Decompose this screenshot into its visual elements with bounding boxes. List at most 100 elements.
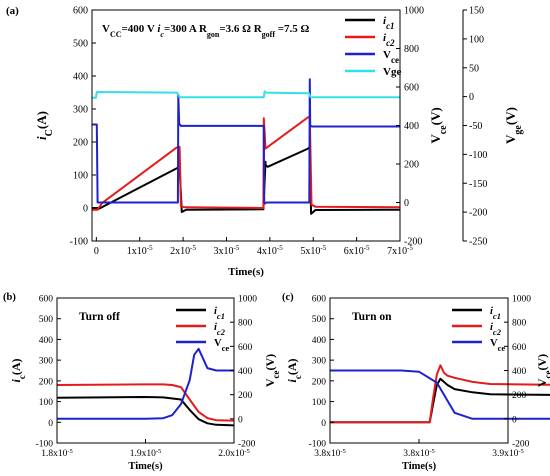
y-outer-tick-label: -100 [469,150,487,161]
legend-label: Vce [214,338,229,353]
y-right-tick-label: 800 [404,44,419,55]
annotation-part: CC [110,30,122,39]
y-right-tick-label: 400 [404,121,419,132]
annotation-part: gon [207,30,220,39]
series-line-Vge [92,90,400,99]
y-right-tick-label: 600 [512,343,527,353]
annotation-part: =300 A R [164,23,208,35]
x-tick-mantissa: 7x10 [387,246,407,257]
legend-sub: c2 [386,38,395,48]
legend-main: i [214,306,217,317]
legend-sub: c2 [217,327,226,337]
y-left-tick-label: 400 [73,72,88,83]
y-right-tick-label: 600 [404,83,419,94]
x-tick-mantissa: 5x10 [300,246,320,257]
y-left-axis-label-unit: (A) [9,358,23,375]
annotation-part: goff [262,30,276,39]
x-tick-label: 2.0x10-5 [218,448,250,460]
y-right-axis-label-sub: ce [543,371,550,379]
x-tick-exponent: -5 [429,448,434,455]
legend-label: ic1 [490,306,501,321]
x-tick-exponent: -5 [190,244,196,252]
series-line-ic1 [92,145,401,215]
y-outer-tick-label: 100 [469,34,484,45]
series-line-ic1 [56,396,235,427]
x-tick-exponent: -5 [320,244,326,252]
y-right-axis-label-main: V [428,134,443,144]
annotation-part: i [157,23,161,35]
legend-sub: c1 [493,311,501,321]
x-tick-label: 1.9x10-5 [130,448,162,460]
legend-main: i [214,322,217,333]
y-outer-tick-label: -250 [469,237,487,248]
x-tick-mantissa: 1.9x10 [130,449,156,459]
y-left-tick-label: 300 [39,357,54,367]
y-left-axis-label-main: i [34,136,49,140]
y-left-axis-label-unit: (A) [34,111,49,129]
series-line-ic2 [330,364,550,424]
y-right-axis-label-main: V [535,378,549,387]
x-tick-mantissa: 6x10 [344,246,364,257]
y-left-axis-label: ic(A) [285,358,303,382]
y-left-tick-label: -100 [309,440,327,450]
annotation-part: V [102,23,110,35]
y-left-axis-label-sub: c [293,375,303,379]
y-outer-tick-label: -50 [469,121,482,132]
y-left-tick-label: 100 [39,398,54,408]
y-left-tick-label: 600 [39,295,54,305]
y-left-tick-label: 0 [48,419,53,429]
y-left-tick-label: -100 [70,237,88,248]
y-left-tick-label: 600 [312,295,327,305]
x-tick-mantissa: 2x10 [170,246,190,257]
y-right-tick-label: 0 [238,415,243,425]
y-right-tick-label: 200 [238,391,253,401]
y-left-tick-label: 500 [73,39,88,50]
y-right-axis-label-unit: (V) [535,354,549,371]
annotation-part: =400 V [122,23,158,35]
legend-label: Vce [490,338,505,353]
y-right-axis-label-sub: ce [271,371,281,379]
legend-label: ic2 [383,32,395,48]
y-right-tick-label: 1000 [238,295,257,305]
legend-label: ic2 [214,322,226,337]
x-tick-label: 0 [94,246,99,257]
y-left-tick-label: 500 [39,315,54,325]
legend-sub: c1 [217,311,225,321]
y-right-axis-label-sub: ce [438,125,449,134]
y-outer-axis-label-sub: ge [513,125,524,135]
chart-panel-1: -100 0 100 200 300 400 500 600 -200 0 200 400 600 800… [3,292,281,472]
x-tick-label: 3x10-5 [214,244,240,257]
x-tick-exponent: -5 [340,448,345,455]
x-tick-mantissa: 3.9x10 [492,449,518,459]
legend-main: i [383,32,387,44]
y-left-tick-label: 0 [83,204,88,215]
x-axis-label: Time(s) [128,461,163,472]
y-right-tick-label: -200 [512,440,530,450]
y-left-tick-label: 200 [73,138,88,149]
y-left-tick-label: 0 [321,419,326,429]
y-right-axis-label-unit: (V) [263,354,277,371]
y-right-tick-label: 200 [404,160,419,171]
series-line-ic2 [56,383,235,422]
y-left-axis-label-sub: C [44,129,55,136]
y-left-tick-label: 100 [73,171,88,182]
legend-main: V [214,338,222,349]
y-right-tick-label: 1000 [512,295,531,305]
x-tick-mantissa: 4x10 [257,246,277,257]
x-tick-mantissa: 3x10 [214,246,234,257]
y-outer-axis-label: Vge(V) [503,107,524,144]
y-right-tick-label: 1000 [404,6,424,17]
x-tick-exponent: -5 [147,244,153,252]
y-left-axis-label-unit: (A) [285,358,299,375]
x-tick-exponent: -5 [244,448,249,455]
x-tick-label: 7x10-5 [387,244,413,257]
legend-label: Vge [383,66,401,78]
y-left-tick-label: 200 [39,377,54,387]
condition-annotation: VCC=400 V ic=300 A Rgon=3.6 Ω Rgoff =7.5… [102,23,310,39]
y-left-tick-label: 600 [73,6,88,17]
legend-sub: ce [391,55,399,65]
x-tick-mantissa: 1x10 [127,246,147,257]
y-left-axis-label-main: i [9,379,23,383]
x-tick-label: 4x10-5 [257,244,283,257]
series-line-Vce [57,347,234,420]
